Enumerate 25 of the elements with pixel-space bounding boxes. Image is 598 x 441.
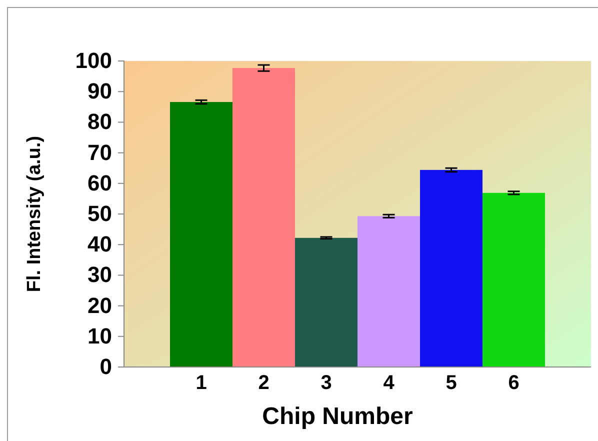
y-tick-label: 100 (75, 48, 112, 74)
y-tick-label: 90 (88, 78, 112, 104)
y-tick-label: 20 (88, 292, 112, 318)
bar (295, 238, 358, 367)
x-tick-label: 1 (196, 372, 207, 394)
x-tick-label: 3 (320, 372, 332, 394)
x-tick-label: 4 (383, 372, 396, 394)
y-tick-label: 70 (88, 140, 112, 165)
x-tick-label: 6 (508, 372, 520, 394)
y-tick-label: 50 (88, 201, 112, 226)
x-axis-title: Chip Number (262, 403, 413, 430)
y-tick-label: 10 (88, 323, 112, 348)
y-tick-label: 60 (88, 170, 112, 196)
bar (482, 192, 545, 367)
y-tick-label: 0 (100, 354, 112, 380)
bar (232, 68, 295, 367)
x-tick-label: 2 (258, 372, 270, 394)
x-tick-label: 5 (446, 372, 457, 394)
bar (170, 102, 232, 367)
bar (358, 216, 420, 367)
y-tick-label: 30 (88, 262, 112, 288)
y-tick-label: 80 (88, 109, 112, 134)
y-tick-label: 40 (88, 232, 112, 257)
bar (420, 170, 482, 367)
y-axis-title: Fl. Intensity (a.u.) (24, 136, 45, 292)
